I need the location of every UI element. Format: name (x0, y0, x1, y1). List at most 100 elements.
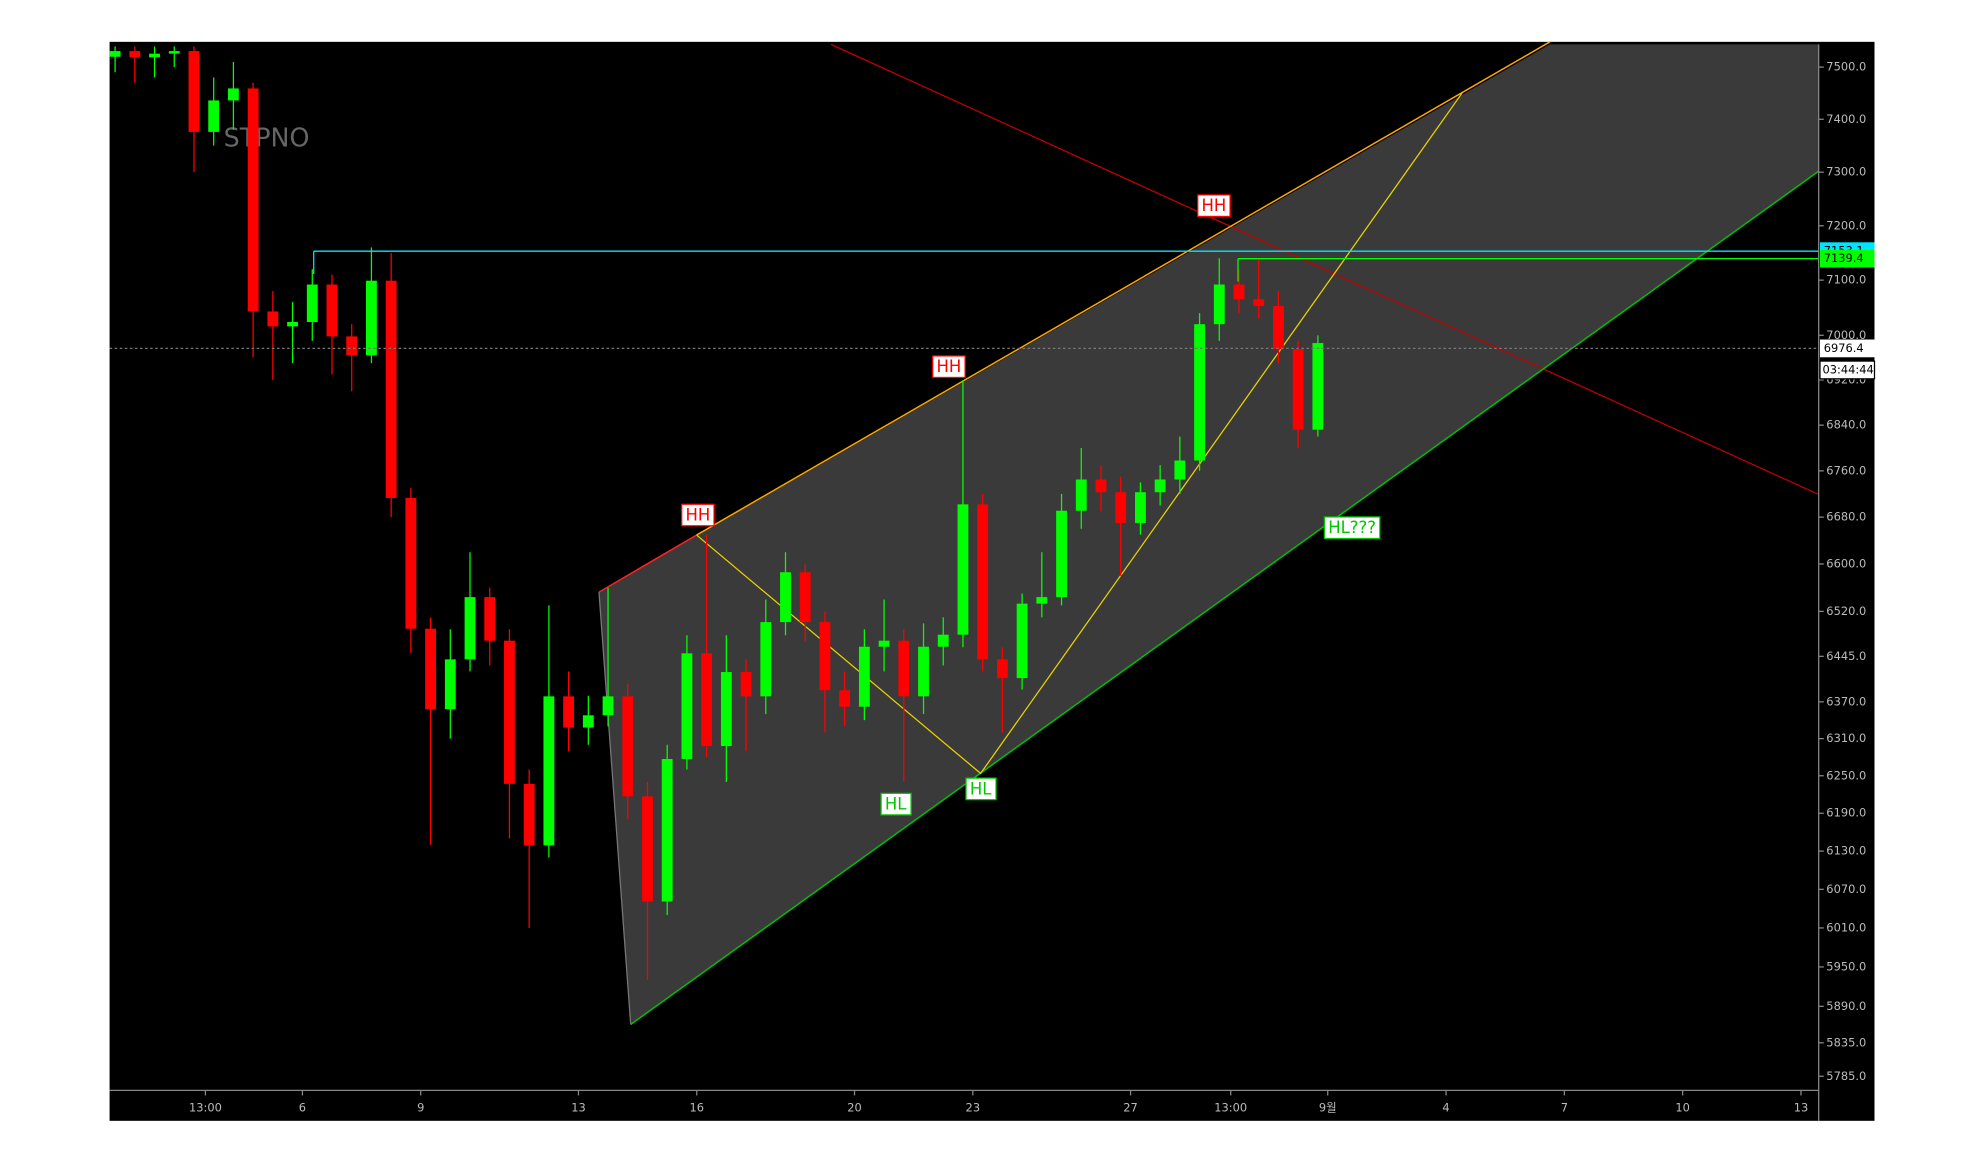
candle-body (701, 653, 713, 747)
annotation-text: HL (970, 779, 992, 798)
y-tick-label: 5890.0 (1826, 999, 1866, 1013)
candle-body (425, 628, 437, 710)
watermark: STPNO (224, 122, 310, 152)
candle-body (1095, 479, 1107, 493)
candle-body (346, 336, 358, 356)
candle-body (523, 783, 535, 846)
candle-body (898, 640, 910, 697)
candle-body (129, 51, 141, 58)
candle-body (1075, 479, 1087, 511)
y-tick-label: 6310.0 (1826, 731, 1866, 745)
candle-body (858, 646, 870, 707)
annotation: HH (1197, 194, 1231, 218)
candle-body (1056, 510, 1067, 598)
annotation-text: HL (885, 795, 907, 814)
y-tick-label: 6130.0 (1826, 844, 1866, 858)
candle-body (287, 321, 298, 327)
y-tick-label: 6680.0 (1826, 510, 1866, 524)
candle-body (957, 504, 969, 635)
y-tick-label: 5950.0 (1826, 959, 1866, 973)
candle-body (543, 696, 555, 846)
candle-body (1312, 343, 1324, 430)
annotation-box (965, 777, 997, 801)
annotation-box (932, 355, 966, 379)
candle-body (247, 88, 259, 312)
zigzag (696, 92, 1463, 775)
candle-body (681, 653, 693, 760)
x-tick-label: 6 (299, 1101, 306, 1115)
candle-body (1213, 284, 1225, 325)
y-tick-label: 7000.0 (1826, 328, 1866, 342)
countdown-box (1819, 360, 1876, 380)
annotation-text: HL??? (1328, 518, 1376, 537)
y-tick-label: 6520.0 (1826, 604, 1866, 618)
candle-body (622, 696, 634, 797)
candle-body (996, 659, 1008, 679)
x-tick-label: 23 (966, 1101, 981, 1115)
price-label: 7139.4 (1824, 251, 1864, 265)
x-tick-label: 13 (571, 1101, 586, 1115)
candle-body (504, 640, 515, 784)
candle-body (780, 572, 791, 623)
candle-body (267, 311, 279, 327)
price-label-box (1819, 249, 1875, 268)
y-tick-label: 5835.0 (1826, 1035, 1866, 1049)
annotation: HH (681, 503, 715, 527)
annotation-text: HH (937, 357, 962, 376)
candle-body (168, 51, 180, 54)
candle-body (366, 280, 377, 356)
candle-body (464, 597, 476, 660)
x-tick-label: 27 (1123, 1101, 1138, 1115)
annotation-box (1323, 516, 1381, 540)
candle-body (720, 672, 732, 747)
candle-body (602, 696, 614, 716)
candle-body (1016, 603, 1028, 679)
candle-body (1036, 597, 1048, 604)
x-tick-label: 9 (417, 1101, 424, 1115)
y-tick-label: 6760.0 (1826, 463, 1866, 477)
y-tick-label: 5785.0 (1826, 1069, 1866, 1083)
y-tick-label: 6600.0 (1826, 556, 1866, 570)
y-tick-label: 7100.0 (1826, 273, 1866, 287)
candle-body (878, 640, 890, 647)
candle-body (208, 100, 220, 132)
candle-body (326, 284, 338, 337)
annotation-text: HH (1202, 196, 1227, 215)
candle-body (1154, 479, 1166, 493)
y-tick-label: 7200.0 (1826, 218, 1866, 232)
candle-body (1292, 349, 1304, 430)
candle-body (819, 622, 831, 691)
x-tick-label: 13:00 (189, 1101, 222, 1115)
y-tick-label: 6370.0 (1826, 694, 1866, 708)
channel-bottom (630, 170, 1820, 1026)
x-tick-label: 20 (847, 1101, 862, 1115)
x-tick-label: 9월 (1319, 1101, 1337, 1115)
x-tick-label: 13:00 (1214, 1101, 1247, 1115)
plot-layer (109, 46, 1819, 981)
candle-body (484, 597, 496, 641)
candle-body (977, 504, 989, 660)
y-tick-label: 6840.0 (1826, 418, 1866, 432)
candle-body (149, 53, 160, 58)
x-tick-label: 4 (1442, 1101, 1449, 1115)
annotation: HL (880, 792, 912, 816)
channel-top (696, 41, 1551, 536)
candle-body (740, 672, 752, 697)
price-label: 6976.4 (1824, 341, 1864, 355)
candle-body (1194, 324, 1205, 461)
y-tick-label: 6250.0 (1826, 768, 1866, 782)
x-tick-label: 16 (690, 1101, 705, 1115)
candle-body (1174, 460, 1186, 480)
candle-body (918, 646, 929, 697)
channel-top (598, 534, 697, 593)
candle-body (839, 690, 851, 707)
annotation: HH (932, 355, 966, 379)
candle-body (1273, 305, 1284, 350)
candle-body (1253, 299, 1265, 306)
annotation-box (1197, 194, 1231, 218)
candle-body (109, 51, 121, 57)
candle-body (385, 280, 397, 498)
candle-body (799, 572, 811, 623)
